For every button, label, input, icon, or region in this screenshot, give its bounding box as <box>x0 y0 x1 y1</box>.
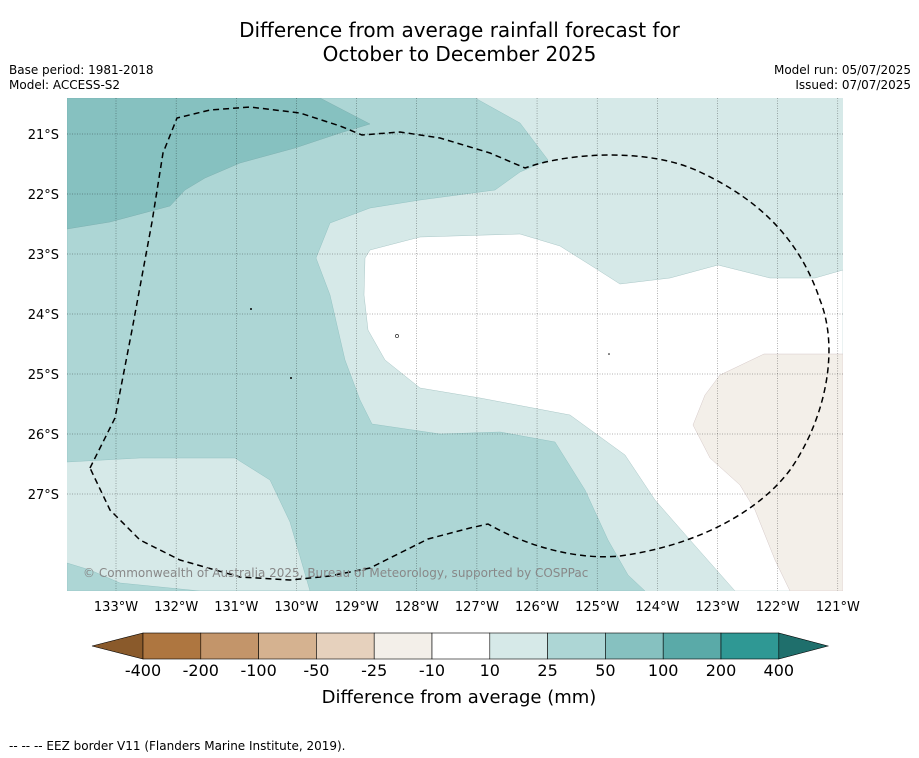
lat-label: 23°S <box>28 248 59 263</box>
lon-label: 125°W <box>575 600 619 615</box>
colorbar-tick-label: -400 <box>125 661 161 680</box>
colorbar-segment <box>258 632 317 660</box>
colorbar-tick-label: 200 <box>706 661 737 680</box>
colorbar-segment <box>142 632 202 660</box>
meta-right: Model run: 05/07/2025 Issued: 07/07/2025 <box>774 63 911 93</box>
lat-labels: 21°S 22°S 23°S 24°S 25°S 26°S 27°S <box>28 128 59 503</box>
lat-label: 24°S <box>28 308 59 323</box>
eez-footnote: -- -- -- EEZ border V11 (Flanders Marine… <box>9 739 346 753</box>
lon-label: 122°W <box>756 600 800 615</box>
colorbar-segment <box>547 632 606 660</box>
colorbar-segment <box>316 632 375 660</box>
map-plot-area: © Commonwealth of Australia 2025, Bureau… <box>67 98 843 591</box>
lon-label: 121°W <box>816 600 860 615</box>
colorbar-segment <box>431 632 491 660</box>
colorbar-tick-label: 100 <box>648 661 679 680</box>
lat-label: 26°S <box>28 428 59 443</box>
colorbar-segment <box>605 632 664 660</box>
meta-left: Base period: 1981-2018 Model: ACCESS-S2 <box>9 63 154 93</box>
colorbar-tick-label: -200 <box>183 661 219 680</box>
colorbar-segment <box>200 632 259 660</box>
eez-border <box>89 106 830 581</box>
issued-date: Issued: 07/07/2025 <box>795 78 911 92</box>
colorbar-tick-label: -100 <box>240 661 276 680</box>
lon-labels: 133°W 132°W 131°W 130°W 129°W 128°W 127°W 126°W… <box>94 600 860 615</box>
lon-label: 123°W <box>695 600 739 615</box>
lat-label: 21°S <box>28 128 59 143</box>
island-marker <box>290 377 292 379</box>
colorbar-segment <box>489 632 548 660</box>
colorbar-tick-label: 10 <box>480 661 500 680</box>
base-period: Base period: 1981-2018 <box>9 63 154 77</box>
colorbar-segment <box>720 632 780 660</box>
region-dry-10-25 <box>692 353 843 591</box>
colorbar-arrow-right <box>778 632 830 660</box>
colorbar-segment <box>662 632 722 660</box>
region-wet-50-100 <box>67 98 371 230</box>
island-marker <box>250 308 252 310</box>
gridlines <box>67 98 843 591</box>
model-name: Model: ACCESS-S2 <box>9 78 121 92</box>
lon-label: 130°W <box>274 600 318 615</box>
lat-label: 25°S <box>28 368 59 383</box>
forecast-map: © Commonwealth of Australia 2025, Bureau… <box>28 98 860 708</box>
colorbar-ticks: -400 -200 -100 -50 -25 -10 10 25 50 100 200 400 <box>125 661 794 680</box>
title-line-2: October to December 2025 <box>322 42 597 66</box>
model-run: Model run: 05/07/2025 <box>773 63 911 77</box>
title-line-1: Difference from average rainfall forecas… <box>239 18 680 42</box>
lon-label: 127°W <box>455 600 499 615</box>
lat-label: 27°S <box>28 488 59 503</box>
colorbar <box>91 632 830 660</box>
lon-label: 129°W <box>335 600 379 615</box>
region-wet-25-50 <box>67 98 646 591</box>
lon-label: 133°W <box>94 600 138 615</box>
chart-title: Difference from average rainfall forecas… <box>0 18 919 66</box>
lon-label: 126°W <box>515 600 559 615</box>
colorbar-arrow-left <box>91 632 144 660</box>
colorbar-tick-label: -50 <box>303 661 329 680</box>
copyright-text: © Commonwealth of Australia 2025, Bureau… <box>83 566 588 580</box>
lat-label: 22°S <box>28 188 59 203</box>
colorbar-label: Difference from average (mm) <box>322 687 597 708</box>
island-marker <box>608 353 610 355</box>
lon-label: 131°W <box>214 600 258 615</box>
colorbar-tick-label: -10 <box>419 661 445 680</box>
lon-label: 128°W <box>395 600 439 615</box>
lon-label: 124°W <box>635 600 679 615</box>
island-marker <box>395 334 399 338</box>
lon-label: 132°W <box>154 600 198 615</box>
region-neutral <box>363 233 843 591</box>
colorbar-tick-label: 400 <box>764 661 795 680</box>
colorbar-tick-label: 50 <box>595 661 615 680</box>
colorbar-segment <box>373 632 433 660</box>
colorbar-tick-label: -25 <box>361 661 387 680</box>
colorbar-tick-label: 25 <box>537 661 557 680</box>
